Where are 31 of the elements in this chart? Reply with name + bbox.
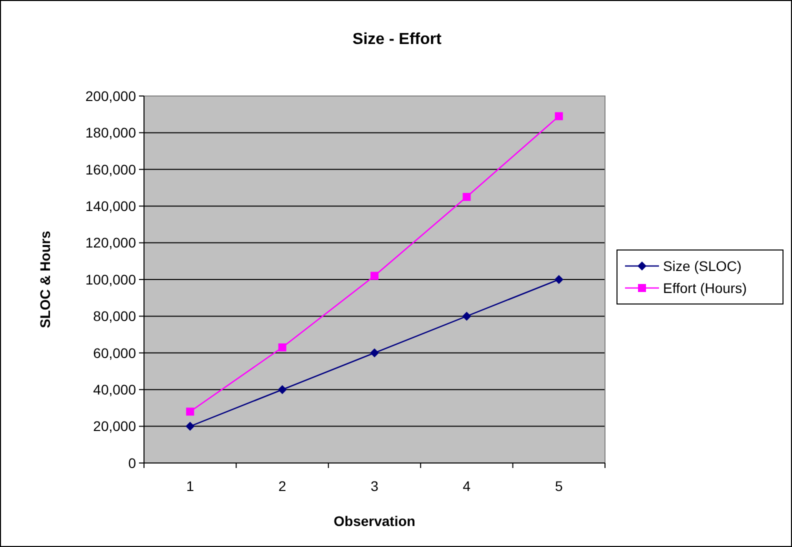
legend-label: Size (SLOC) (663, 258, 742, 274)
x-tick-label: 3 (370, 478, 379, 494)
x-tick-label: 4 (462, 478, 471, 494)
y-tick-label: 80,000 (93, 308, 136, 324)
point (186, 408, 194, 416)
x-tick-label: 1 (186, 478, 194, 494)
y-tick-label: 0 (128, 454, 136, 471)
y-tick-label: 120,000 (85, 234, 136, 251)
point (186, 422, 195, 431)
y-tick-label: 20,000 (93, 418, 136, 434)
point (554, 275, 564, 284)
point (462, 312, 472, 321)
x-axis-title: Observation (334, 513, 416, 529)
point (462, 192, 471, 201)
x-tick-label: 5 (555, 478, 563, 494)
point (370, 272, 378, 280)
point (278, 385, 287, 394)
legend-label: Effort (Hours) (663, 280, 747, 296)
y-tick-label: 60,000 (93, 344, 136, 361)
point (278, 343, 286, 352)
y-tick-label: 180,000 (85, 124, 136, 141)
point (370, 348, 379, 358)
y-tick-label: 140,000 (85, 198, 136, 214)
chart-title: Size - Effort (352, 31, 442, 48)
point (554, 112, 563, 120)
y-tick-label: 100,000 (85, 271, 136, 288)
x-tick-label: 2 (278, 478, 286, 494)
y-axis-title: SLOC & Hours (37, 230, 53, 328)
y-tick-label: 160,000 (85, 161, 136, 178)
y-tick-label: 200,000 (85, 88, 136, 104)
y-tick-label: 40,000 (93, 382, 136, 398)
